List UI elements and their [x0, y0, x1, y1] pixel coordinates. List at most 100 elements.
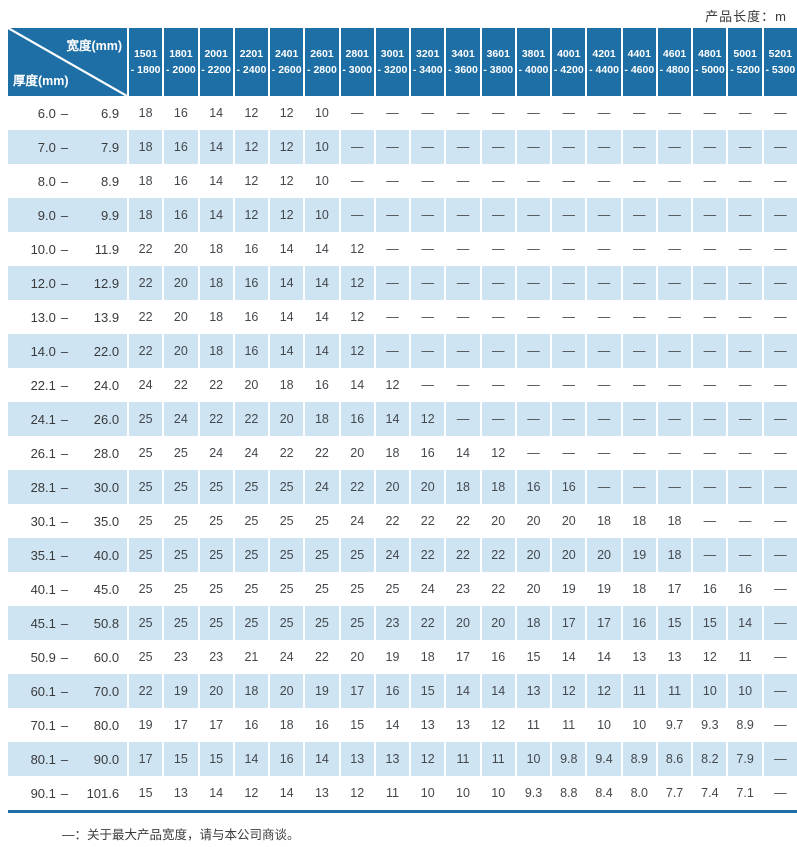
length-value-cell: 12	[385, 378, 400, 392]
length-value-cell: 10	[693, 674, 727, 708]
unavailable-cell: —	[492, 378, 505, 392]
width-range-header-15: 4601 - 4800	[657, 28, 692, 96]
width-range-lo: 4601	[662, 47, 687, 60]
length-value-cell: 22	[446, 538, 480, 572]
length-value-cell: 25	[209, 582, 224, 596]
product-length-unit-label: 产品长度：m	[705, 9, 787, 24]
range-dash: –	[60, 445, 69, 461]
length-value-cell: 18	[234, 674, 269, 708]
unavailable-cell: —	[527, 310, 540, 324]
length-value-cell: 16	[314, 378, 329, 392]
length-value-cell: 10	[516, 742, 551, 776]
length-value-cell: 25	[199, 538, 233, 572]
width-range-lo: 4201	[592, 47, 616, 60]
length-value-cell: 20	[270, 674, 304, 708]
unavailable-cell: —	[456, 310, 470, 324]
length-value-cell: 25	[129, 470, 163, 504]
unavailable-cell: —	[516, 198, 551, 232]
length-value-cell: 13	[516, 674, 551, 708]
length-value-cell: 16	[314, 718, 329, 732]
length-value-cell: 18	[209, 242, 224, 256]
length-value-cell: 25	[138, 582, 153, 596]
thickness-range-label: 7.0– 7.9	[8, 130, 127, 164]
width-range-lo: 1801	[169, 47, 193, 60]
length-value-cell: 16	[173, 106, 188, 120]
range-dash: –	[60, 275, 69, 291]
length-value-cell: 18	[129, 198, 163, 232]
thickness-max: 6.9	[101, 105, 120, 121]
length-value-cell: 13	[456, 718, 470, 732]
length-value-cell: 9.8	[552, 742, 586, 776]
range-dash: –	[60, 649, 69, 665]
unavailable-cell: —	[763, 742, 797, 776]
length-value-cell: 22	[314, 446, 329, 460]
table-row-6: 13.0– 13.9 22 20 18 16 14 14 12 — — — — — — — — — — — —	[8, 300, 797, 334]
table-row-10: 26.1– 28.0 25 25 24 24 22 22 20 18 16 14 12 — — — — — — — —	[8, 436, 797, 470]
width-range-hi: - 3600	[448, 64, 478, 76]
unavailable-cell: —	[386, 174, 399, 188]
length-value-cell: 17	[587, 606, 621, 640]
thickness-max: 22.0	[93, 343, 120, 359]
length-value-cell: 22	[129, 674, 163, 708]
width-range-hi: - 4000	[518, 64, 549, 76]
table-row-9: 24.1–26.0 25 24 22 22 20 18 16 14 12— — — — — — — — — —	[8, 402, 797, 436]
unavailable-cell: —	[411, 198, 445, 232]
length-value-cell: 11	[657, 674, 692, 708]
length-value-cell: 17	[173, 718, 188, 732]
unavailable-cell: —	[516, 266, 551, 300]
thickness-max: 26.0	[93, 411, 120, 427]
thickness-min: 30.1	[30, 513, 56, 529]
length-value-cell: 22	[340, 470, 374, 504]
thickness-max: 40.0	[93, 547, 120, 563]
thickness-max: 30.0	[93, 479, 120, 495]
length-value-cell: 7.7	[665, 786, 684, 800]
length-value-cell: 12	[552, 674, 586, 708]
length-value-cell: 12	[279, 106, 294, 120]
unavailable-cell: —	[527, 106, 540, 120]
length-value-cell: 19	[164, 674, 198, 708]
unavailable-cell: —	[552, 334, 586, 368]
length-value-cell: 18	[199, 334, 233, 368]
range-dash: –	[60, 513, 69, 529]
range-dash: –	[60, 547, 69, 563]
unavailable-cell: —	[774, 582, 787, 596]
length-value-cell: 16	[552, 470, 586, 504]
unavailable-cell: —	[633, 242, 646, 256]
length-value-cell: 11	[446, 742, 480, 776]
unavailable-cell: —	[703, 310, 717, 324]
width-range-header-17: 5001 - 5200	[728, 28, 762, 96]
length-value-cell: 16	[173, 174, 188, 188]
range-dash: –	[60, 105, 69, 121]
length-value-cell: 25	[173, 514, 188, 528]
table-row-7: 14.0–22.0 22 20 18 16 14 14 12— — — — — — — — — — — —	[8, 334, 797, 368]
width-range-hi: - 3200	[377, 64, 408, 76]
width-range-header-9: 3401 - 3600	[446, 28, 480, 96]
length-value-cell: 25	[164, 606, 198, 640]
length-value-cell: 12	[491, 718, 506, 732]
table-row-3: 9.0–9.9 18 16 14 12 12 10— — — — — — — — — — — — —	[8, 198, 797, 232]
unavailable-cell: —	[516, 334, 551, 368]
range-dash: –	[60, 479, 69, 495]
length-value-cell: 24	[138, 378, 153, 392]
thickness-range-label: 26.1– 28.0	[8, 436, 127, 470]
unavailable-cell: —	[421, 174, 434, 188]
length-value-cell: 14	[199, 130, 233, 164]
table-row-8: 22.1– 24.0 24 22 22 20 18 16 14 12 — — — — — — — — — — —	[8, 368, 797, 402]
table-row-2: 8.0– 8.9 18 16 14 12 12 10 — — — — — — — — — — — — —	[8, 164, 797, 198]
length-value-cell: 12	[244, 174, 259, 188]
unavailable-cell: —	[738, 174, 752, 188]
unavailable-cell: —	[446, 334, 480, 368]
unavailable-cell: —	[703, 174, 717, 188]
width-range-lo: 3201	[416, 47, 440, 60]
unavailable-cell: —	[738, 446, 752, 460]
width-range-header-4: 2401 - 2600	[270, 28, 304, 96]
length-value-cell: 22	[279, 446, 294, 460]
length-value-cell: 16	[270, 742, 304, 776]
length-value-cell: 25	[279, 582, 294, 596]
length-value-cell: 12	[340, 334, 374, 368]
length-value-cell: 20	[164, 266, 198, 300]
table-bottom-rule	[8, 810, 797, 813]
length-value-cell: 18	[420, 650, 435, 664]
thickness-min: 12.0	[30, 275, 56, 291]
unavailable-cell: —	[552, 130, 586, 164]
